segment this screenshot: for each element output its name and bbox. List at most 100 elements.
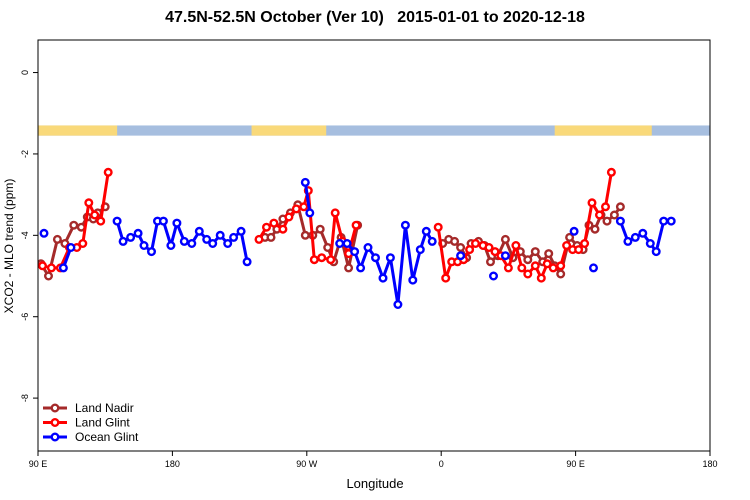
data-point-land-glint <box>90 210 100 220</box>
data-point-land-glint <box>580 238 590 248</box>
data-point-land-glint <box>351 220 361 230</box>
land-band-segment <box>554 125 652 136</box>
data-point-land-nadir <box>344 263 354 273</box>
data-point-ocean-glint <box>427 236 437 246</box>
legend-item-ocean-glint: Ocean Glint <box>43 430 139 444</box>
data-point-land-nadir <box>44 271 54 281</box>
legend-swatch-marker <box>50 432 60 442</box>
data-point-land-glint <box>530 261 540 271</box>
legend-item-land-glint: Land Glint <box>43 416 130 430</box>
data-point-land-glint <box>309 255 319 265</box>
data-point-ocean-glint <box>305 208 315 218</box>
y-tick-label: -6 <box>20 313 30 321</box>
data-point-land-glint <box>536 273 546 283</box>
data-point-ocean-glint <box>659 216 669 226</box>
data-point-land-glint <box>562 240 572 250</box>
data-point-land-glint <box>595 210 605 220</box>
data-point-ocean-glint <box>638 228 648 238</box>
series-ocean-glint <box>39 177 676 310</box>
data-point-land-glint <box>511 240 521 250</box>
data-point-ocean-glint <box>223 238 233 248</box>
data-point-ocean-glint <box>39 228 49 238</box>
legend-swatch-marker <box>50 418 60 428</box>
x-tick-label: 180 <box>165 459 180 469</box>
data-point-land-glint <box>503 263 513 273</box>
data-point-land-nadir <box>323 242 333 252</box>
data-point-ocean-glint <box>666 216 676 226</box>
legend-item-land-nadir: Land Nadir <box>43 401 134 415</box>
data-point-land-nadir <box>456 242 466 252</box>
data-point-ocean-glint <box>569 226 579 236</box>
data-point-ocean-glint <box>415 245 425 255</box>
data-point-ocean-glint <box>408 275 418 285</box>
data-point-land-glint <box>542 259 552 269</box>
data-point-land-nadir <box>450 236 460 246</box>
data-point-ocean-glint <box>118 236 128 246</box>
legend-swatch-marker <box>50 403 60 413</box>
data-point-land-nadir <box>300 230 310 240</box>
data-point-ocean-glint <box>158 216 168 226</box>
data-point-ocean-glint <box>215 230 225 240</box>
y-axis-label: XCO2 - MLO trend (ppm) <box>2 179 16 314</box>
x-tick-label: 0 <box>439 459 444 469</box>
x-axis: 90 E 180 90 W 0 90 E 180 <box>29 451 718 469</box>
data-point-ocean-glint <box>194 226 204 236</box>
data-point-land-nadir <box>530 247 540 257</box>
data-point-ocean-glint <box>623 236 633 246</box>
data-point-land-glint <box>574 245 584 255</box>
data-point-land-nadir <box>609 210 619 220</box>
y-tick-label: -8 <box>20 394 30 402</box>
data-point-land-glint <box>38 261 48 271</box>
ocean-band <box>38 125 710 136</box>
data-point-ocean-glint <box>133 228 143 238</box>
data-point-ocean-glint <box>300 177 310 187</box>
y-tick-label: -2 <box>20 150 30 158</box>
data-point-land-nadir <box>544 249 554 259</box>
data-point-land-glint <box>523 269 533 279</box>
chart-title: 47.5N-52.5N October (Ver 10) 2015-01-01 … <box>165 9 585 26</box>
data-point-ocean-glint <box>385 253 395 263</box>
x-tick-label: 180 <box>702 459 717 469</box>
data-point-land-nadir <box>523 255 533 265</box>
data-point-ocean-glint <box>335 238 345 248</box>
data-point-land-glint <box>548 263 558 273</box>
data-point-land-nadir <box>556 269 566 279</box>
data-point-ocean-glint <box>350 247 360 257</box>
data-point-land-glint <box>606 167 616 177</box>
data-point-ocean-glint <box>58 263 68 273</box>
y-axis: 0 -2 -4 -6 -8 <box>20 70 38 402</box>
data-point-land-glint <box>78 238 88 248</box>
data-point-ocean-glint <box>242 257 252 267</box>
data-point-ocean-glint <box>393 300 403 310</box>
data-point-ocean-glint <box>112 216 122 226</box>
data-point-land-glint <box>84 198 94 208</box>
data-point-land-glint <box>587 198 597 208</box>
x-tick-label: 90 W <box>296 459 318 469</box>
x-tick-label: 90 E <box>566 459 585 469</box>
data-point-land-nadir <box>69 220 79 230</box>
data-point-land-nadir <box>602 216 612 226</box>
plot-frame <box>37 39 711 452</box>
data-point-land-nadir <box>565 232 575 242</box>
legend-label: Ocean Glint <box>75 430 139 444</box>
data-point-ocean-glint <box>489 271 499 281</box>
data-point-land-glint <box>517 263 527 273</box>
data-point-ocean-glint <box>589 263 599 273</box>
data-point-land-glint <box>291 204 301 214</box>
data-point-ocean-glint <box>146 247 156 257</box>
data-point-land-glint <box>601 202 611 212</box>
land-band-segment <box>251 125 327 136</box>
data-point-ocean-glint <box>172 218 182 228</box>
data-point-ocean-glint <box>208 238 218 248</box>
data-point-ocean-glint <box>615 216 625 226</box>
data-point-land-nadir <box>500 234 510 244</box>
data-point-ocean-glint <box>126 232 136 242</box>
data-point-land-glint <box>556 261 566 271</box>
data-point-ocean-glint <box>342 238 352 248</box>
legend-label: Land Glint <box>75 416 130 430</box>
data-point-land-nadir <box>615 202 625 212</box>
data-point-ocean-glint <box>356 263 366 273</box>
land-band-segment <box>38 125 118 136</box>
data-point-land-glint <box>330 208 340 218</box>
